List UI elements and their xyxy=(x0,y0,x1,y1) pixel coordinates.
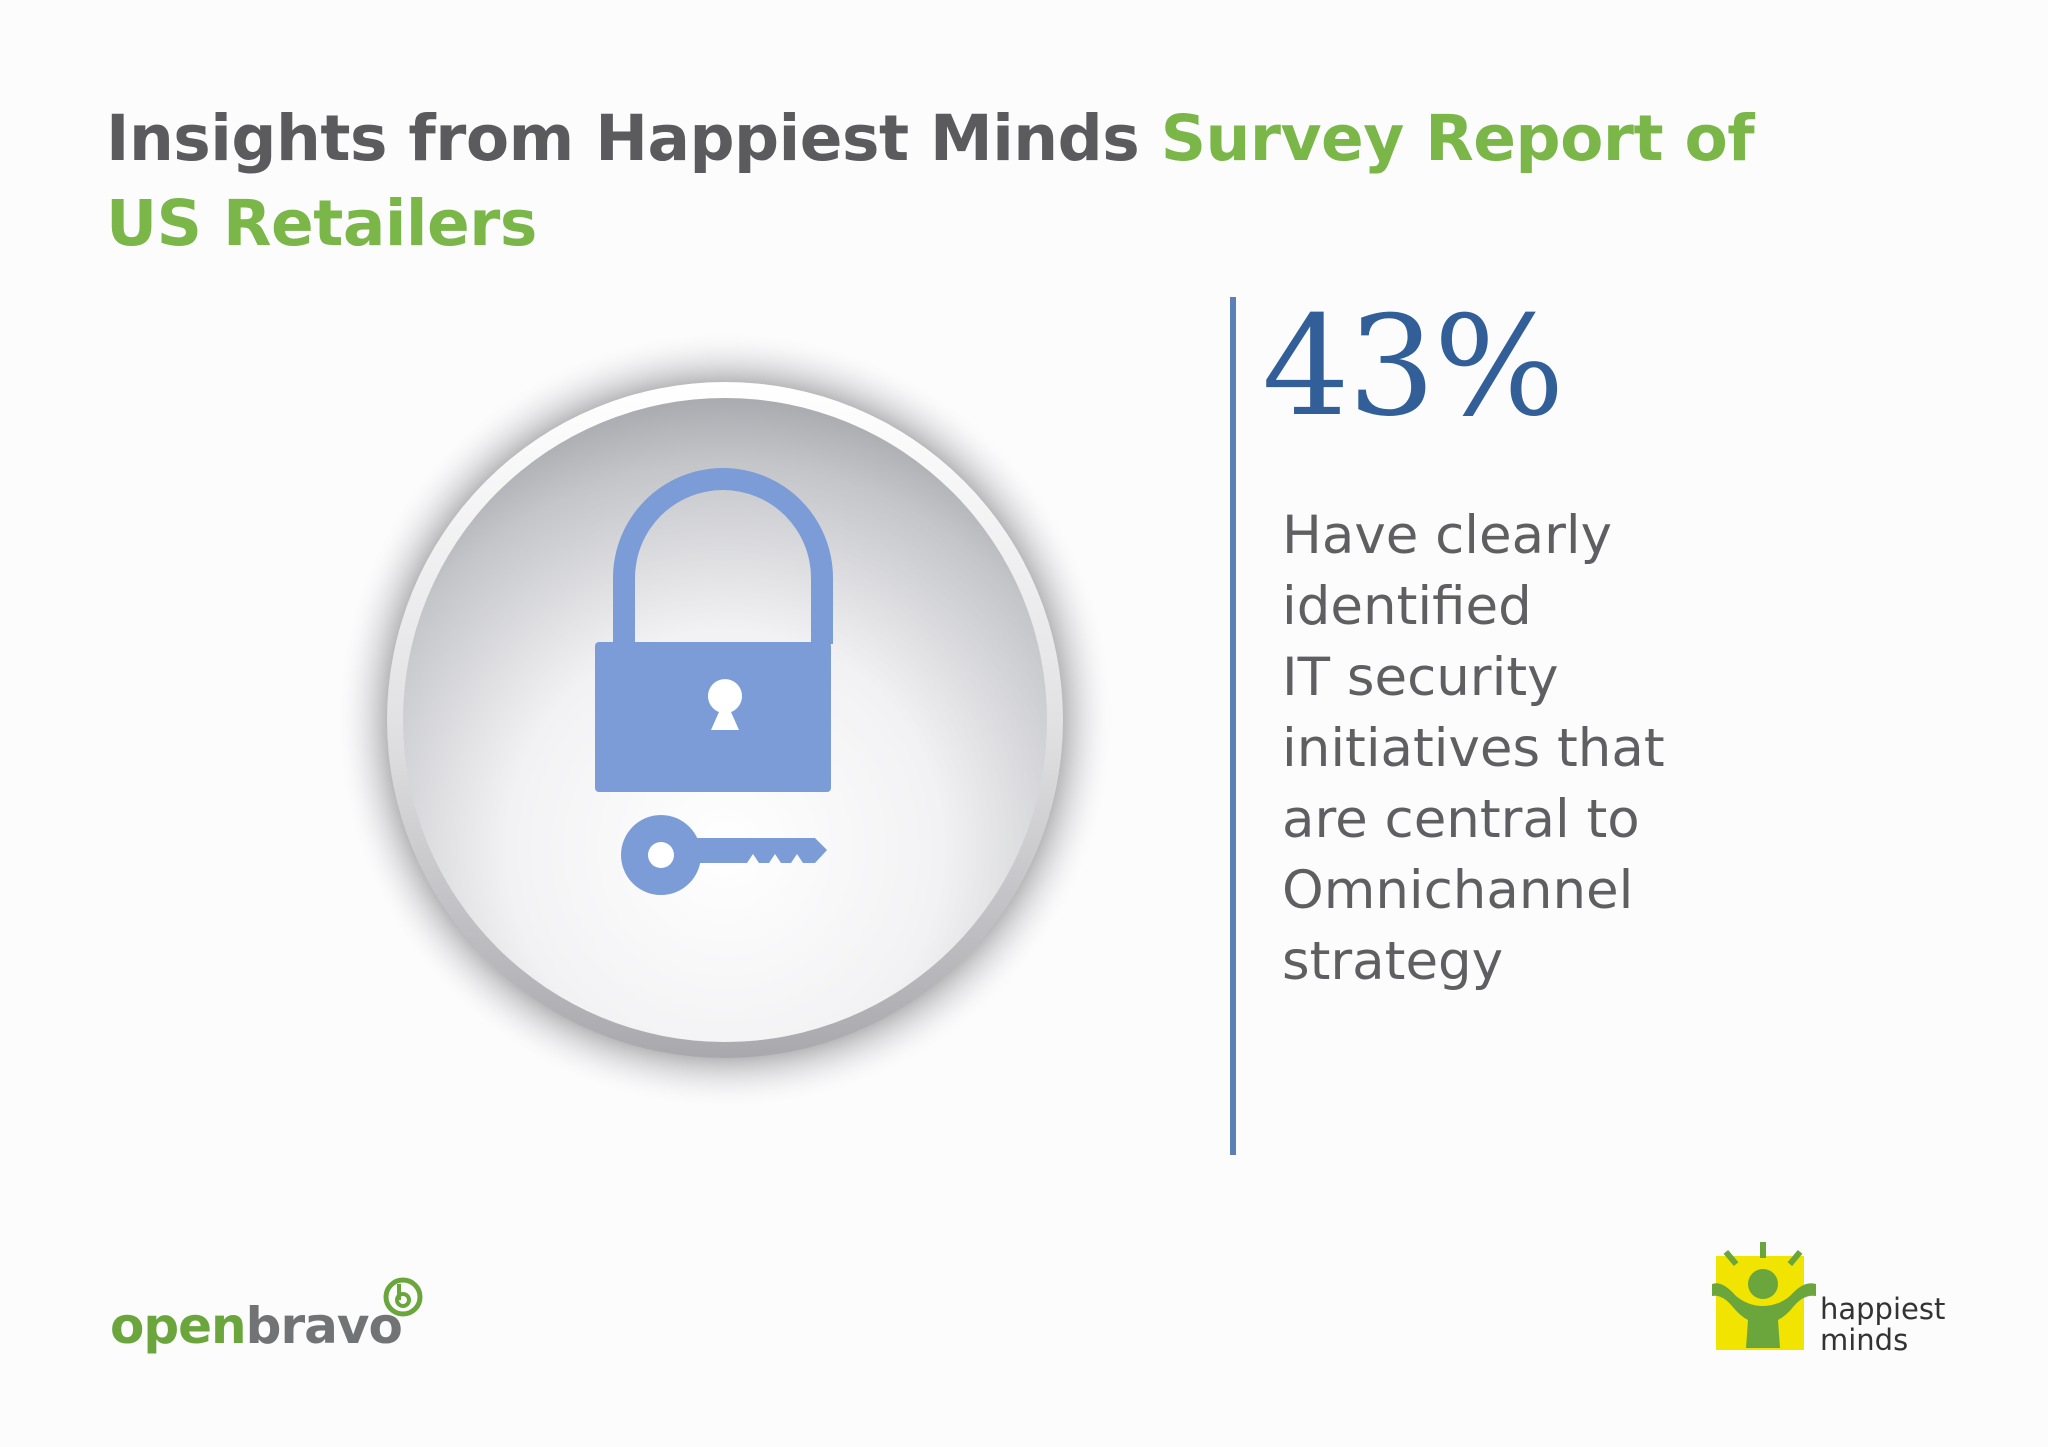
title-part-green: Survey Report of US Retailers xyxy=(106,102,1755,260)
vertical-divider xyxy=(1230,297,1236,1155)
description-line: Have clearly xyxy=(1282,505,1612,566)
description-line: identified xyxy=(1282,576,1532,637)
description-line: initiatives that xyxy=(1282,718,1665,779)
lock-illustration xyxy=(335,330,1115,1110)
stat-description: Have clearly identified IT security init… xyxy=(1282,500,1742,997)
description-line: strategy xyxy=(1282,931,1504,992)
key-hole xyxy=(648,842,674,868)
openbravo-open: open xyxy=(110,1297,247,1355)
keyhole-icon xyxy=(708,679,742,730)
slide-title: Insights from Happiest Minds Survey Repo… xyxy=(106,96,1806,266)
stat-percentage: 43% xyxy=(1262,286,1565,447)
openbravo-wordmark: openbravo xyxy=(110,1296,403,1356)
happiest-minds-logo: happiest minds xyxy=(1712,1240,1962,1360)
padlock-icon xyxy=(595,468,833,792)
openbravo-mark-icon xyxy=(383,1277,423,1317)
openbravo-logo: openbravo xyxy=(110,1276,430,1366)
description-line: IT security xyxy=(1282,647,1559,708)
title-part-dark: Insights from Happiest Minds xyxy=(106,102,1161,175)
happiest-minds-mark-icon xyxy=(1712,1242,1816,1350)
happiest-minds-wordmark: happiest minds xyxy=(1820,1294,1945,1356)
description-line: are central to xyxy=(1282,789,1640,850)
openbravo-bravo: bravo xyxy=(245,1297,403,1355)
description-line: Omnichannel xyxy=(1282,860,1634,921)
happiest-minds-line2: minds xyxy=(1820,1323,1909,1357)
happiest-minds-line1: happiest xyxy=(1820,1292,1946,1326)
